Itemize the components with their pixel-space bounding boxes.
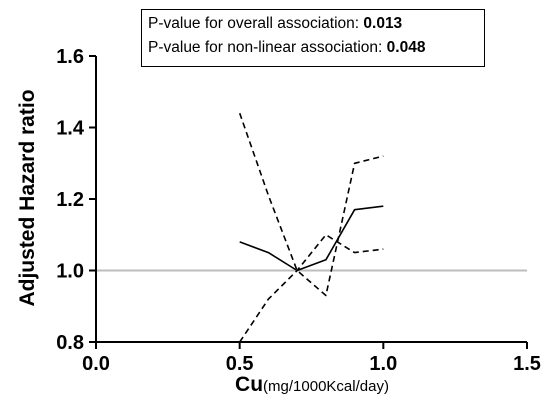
y-tick-label: 1.0	[56, 261, 84, 283]
confidence-bound-line	[239, 234, 384, 343]
y-tick-label: 1.4	[56, 118, 85, 140]
hazard-ratio-line	[239, 205, 384, 272]
x-tick-label: 0.0	[82, 353, 110, 375]
y-tick-label: 1.6	[56, 46, 84, 68]
y-tick-label: 0.8	[56, 332, 84, 354]
x-axis-label-unit: (mg/1000Kcal/day)	[263, 378, 389, 395]
x-tick-label: 1.5	[513, 353, 541, 375]
ticks: 0.8 1.0 1.2 1.4 1.6 0.0 0.5 1.0 1.5	[56, 46, 541, 375]
axes	[95, 56, 527, 343]
p-value-nonlinear: P-value for non-linear association: 0.04…	[148, 36, 478, 60]
y-tick-label: 1.2	[56, 189, 84, 211]
y-axis-label: Adjusted Hazard ratio	[16, 89, 39, 306]
x-axis-label-main: Cu	[235, 373, 263, 396]
p-value-nonlinear-value: 0.048	[386, 39, 426, 56]
p-value-overall-label: P-value for overall association:	[148, 15, 364, 32]
x-axis-label: Cu(mg/1000Kcal/day)	[235, 373, 389, 396]
p-value-overall: P-value for overall association: 0.013	[148, 12, 478, 36]
p-value-overall-value: 0.013	[363, 15, 403, 32]
p-value-nonlinear-label: P-value for non-linear association:	[148, 39, 387, 56]
x-tick-label: 0.5	[226, 353, 254, 375]
confidence-bound-line	[238, 112, 384, 297]
series-lines	[238, 112, 384, 343]
x-tick-label: 1.0	[369, 353, 397, 375]
p-value-box: P-value for overall association: 0.013 P…	[141, 9, 485, 67]
